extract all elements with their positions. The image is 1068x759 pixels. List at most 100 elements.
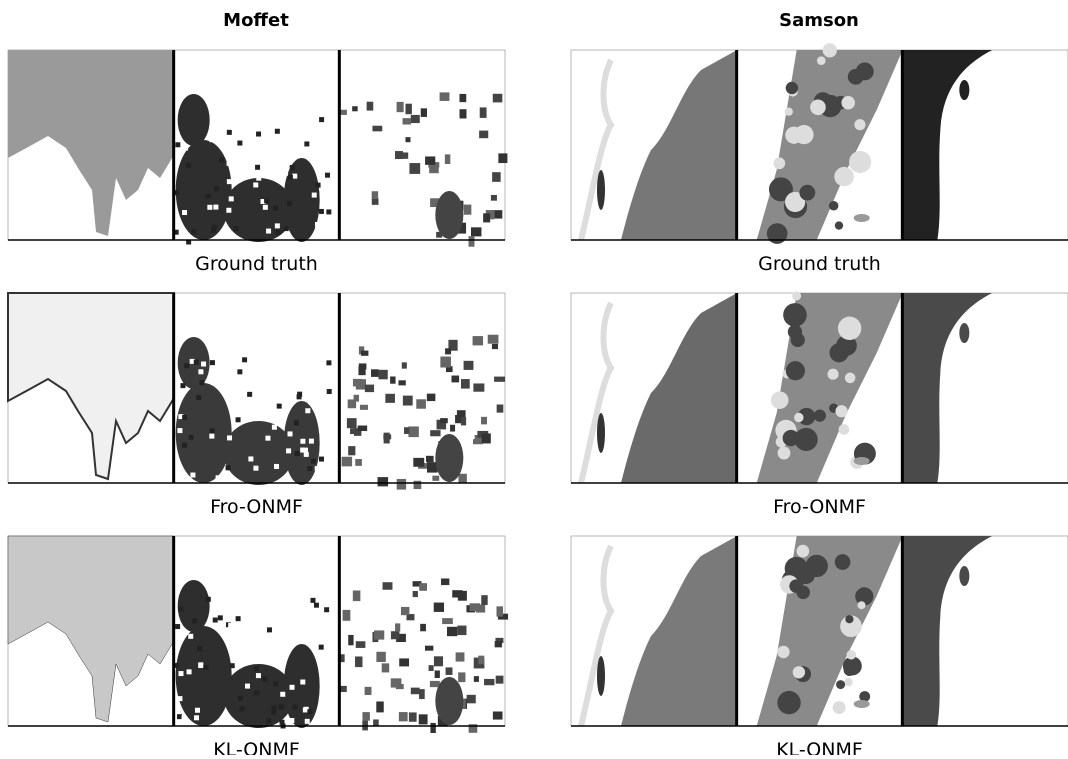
abundance-pixel	[442, 618, 453, 624]
abundance-blob	[435, 434, 463, 482]
abundance-pixel	[186, 163, 191, 168]
abundance-blob	[597, 413, 605, 453]
abundance-pixel	[253, 182, 258, 187]
abundance-pixel	[408, 426, 418, 437]
abundance-blob	[786, 361, 805, 380]
abundance-pixel	[372, 191, 378, 199]
abundance-pixel	[326, 209, 331, 214]
abundance-pixel	[297, 392, 302, 397]
abundance-pixel	[195, 708, 200, 713]
row-label: Ground truth	[758, 253, 881, 275]
abundance-pixel	[275, 129, 280, 134]
abundance-pixel	[356, 641, 366, 648]
abundance-pixel	[420, 624, 426, 631]
abundance-pixel	[365, 385, 374, 393]
abundance-pixel	[277, 404, 282, 409]
abundance-pixel	[265, 436, 270, 441]
abundance-pixel	[229, 379, 234, 384]
abundance-pixel	[260, 598, 265, 603]
abundance-pixel	[391, 678, 402, 687]
row-label: KL-ONMF	[776, 739, 863, 755]
abundance-pixel	[403, 396, 413, 406]
abundance-pixel	[419, 714, 428, 724]
column-title: Moffet	[223, 10, 289, 31]
abundance-pixel	[307, 709, 312, 714]
column-title: Samson	[779, 10, 859, 31]
abundance-pixel	[203, 665, 208, 670]
abundance-pixel	[480, 107, 487, 118]
abundance-pixel	[283, 171, 288, 176]
abundance-pixel	[288, 431, 293, 436]
abundance-pixel	[458, 672, 465, 682]
abundance-pixel	[206, 597, 211, 602]
abundance-pixel	[216, 475, 221, 480]
abundance-pixel	[342, 457, 352, 467]
abundance-blob	[783, 430, 799, 446]
abundance-blob	[845, 373, 856, 384]
abundance-pixel	[316, 183, 321, 188]
abundance-pixel	[273, 681, 278, 686]
abundance-pixel	[264, 198, 269, 203]
abundance-pixel	[254, 690, 259, 695]
abundance-pixel	[498, 153, 507, 163]
abundance-pixel	[440, 418, 448, 423]
abundance-pixel	[273, 611, 278, 616]
abundance-pixel	[242, 357, 247, 362]
abundance-pixel	[398, 380, 405, 385]
image-panel	[571, 291, 1068, 483]
abundance-pixel	[237, 369, 242, 374]
abundance-pixel	[376, 652, 385, 662]
abundance-blob	[799, 185, 815, 201]
image-panel	[8, 50, 507, 247]
abundance-pixel	[314, 124, 319, 129]
abundance-pixel	[255, 165, 260, 170]
abundance-pixel	[319, 457, 324, 462]
abundance-blob	[854, 700, 870, 708]
abundance-pixel	[182, 210, 187, 215]
abundance-pixel	[273, 629, 278, 634]
abundance-blob	[959, 566, 969, 586]
abundance-pixel	[358, 426, 367, 432]
abundance-pixel	[460, 109, 467, 118]
abundance-pixel	[177, 714, 182, 719]
abundance-pixel	[307, 466, 312, 471]
abundance-pixel	[482, 433, 491, 443]
abundance-pixel	[239, 706, 244, 711]
abundance-blob	[835, 405, 847, 417]
row-label: KL-ONMF	[213, 739, 300, 755]
abundance-blob	[176, 626, 232, 726]
abundance-pixel	[405, 104, 411, 115]
abundance-pixel	[445, 154, 450, 164]
abundance-pixel	[284, 390, 289, 395]
abundance-pixel	[201, 362, 206, 367]
abundance-pixel	[236, 417, 241, 422]
abundance-blob	[771, 391, 789, 409]
abundance-pixel	[395, 623, 400, 631]
abundance-pixel	[493, 210, 502, 218]
abundance-pixel	[198, 369, 203, 374]
abundance-pixel	[350, 428, 358, 434]
abundance-pixel	[365, 687, 372, 695]
abundance-pixel	[213, 205, 218, 210]
abundance-pixel	[270, 600, 275, 605]
abundance-pixel	[227, 130, 232, 135]
abundance-pixel	[274, 464, 279, 469]
abundance-pixel	[218, 615, 223, 620]
abundance-pixel	[256, 176, 261, 181]
abundance-pixel	[288, 175, 293, 180]
abundance-pixel	[275, 223, 280, 228]
abundance-pixel	[402, 362, 407, 368]
abundance-pixel	[441, 578, 449, 585]
abundance-blob	[854, 119, 865, 130]
abundance-pixel	[425, 646, 433, 651]
abundance-pixel	[267, 627, 272, 632]
abundance-pixel	[248, 456, 253, 461]
abundance-pixel	[409, 163, 420, 174]
abundance-pixel	[452, 590, 462, 597]
abundance-pixel	[227, 179, 232, 184]
abundance-pixel	[312, 193, 317, 198]
abundance-pixel	[207, 205, 212, 210]
abundance-pixel	[311, 378, 316, 383]
abundance-pixel	[378, 370, 387, 380]
abundance-pixel	[467, 695, 476, 704]
